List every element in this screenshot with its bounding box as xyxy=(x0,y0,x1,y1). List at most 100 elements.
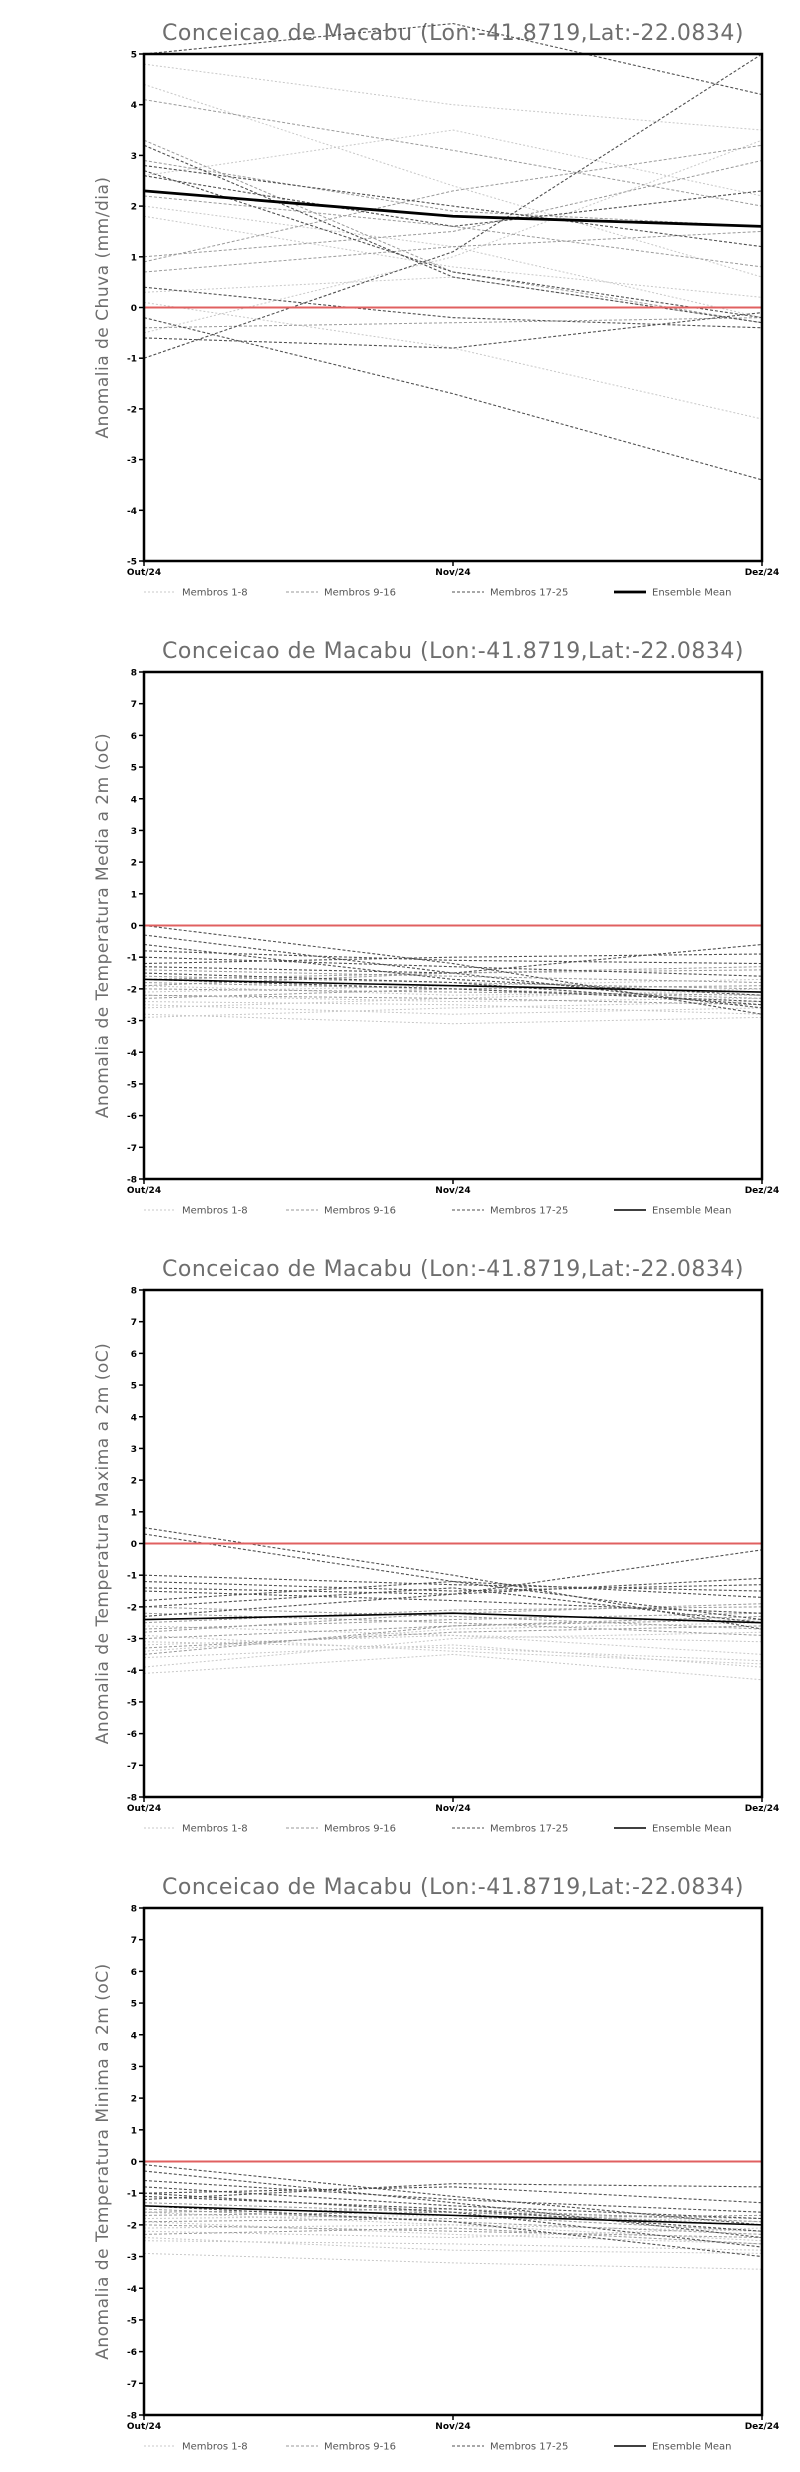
plot-frame xyxy=(142,1906,764,2417)
y-tick-label: 5 xyxy=(131,2000,137,2010)
member-23-line xyxy=(143,943,763,996)
x-tick-label: Out/24 xyxy=(127,2422,161,2432)
member-18-line xyxy=(143,144,763,324)
member-24-line xyxy=(143,2179,763,2213)
ensemble-mean-line xyxy=(143,189,763,228)
member-16-line xyxy=(143,982,763,999)
member-6-line xyxy=(143,1622,763,1652)
x-tick-label: Nov/24 xyxy=(435,1186,470,1196)
y-tick-label: -5 xyxy=(127,2316,137,2326)
y-tick-label: -1 xyxy=(127,355,137,365)
ensemble-mean-line xyxy=(143,2205,763,2226)
member-14-line xyxy=(143,195,763,268)
legend-group2-label: Membros 9-16 xyxy=(324,2442,396,2453)
member-21-line xyxy=(143,2183,763,2201)
member-24-line xyxy=(143,1580,763,1592)
member-10-line xyxy=(143,1612,763,1636)
legend: Membros 1-8 Membros 9-16 Membros 17-25 Ense… xyxy=(144,588,731,599)
legend-group2-label: Membros 9-16 xyxy=(324,1824,396,1835)
y-tick-label: -2 xyxy=(127,2221,137,2231)
y-tick-label: 5 xyxy=(131,764,137,774)
member-15-line xyxy=(143,994,763,1006)
member-5-line xyxy=(143,988,763,1009)
y-tick-label: 2 xyxy=(131,1477,137,1487)
y-tick-label: -3 xyxy=(127,1635,137,1645)
y-tick-label: 4 xyxy=(131,101,137,111)
y-tick-label: 3 xyxy=(131,2063,137,2073)
member-19-line xyxy=(143,956,763,977)
member-20-line xyxy=(143,950,763,965)
chart-title: Conceicao de Macabu (Lon:-41.8719,Lat:-2… xyxy=(162,21,744,46)
y-tick-label: 1 xyxy=(131,253,137,263)
member-14-line xyxy=(143,969,763,980)
plot-frame xyxy=(142,670,764,1181)
legend-group2-label: Membros 9-16 xyxy=(324,588,396,599)
y-tick-label: 1 xyxy=(131,1508,137,1518)
chart-title: Conceicao de Macabu (Lon:-41.8719,Lat:-2… xyxy=(162,639,744,664)
member-15-line xyxy=(143,2227,763,2245)
legend-group3-label: Membros 17-25 xyxy=(490,1206,568,1217)
y-tick-label: 1 xyxy=(131,890,137,900)
member-24-line xyxy=(143,953,763,965)
y-tick-label: 3 xyxy=(131,152,137,162)
member-7-line xyxy=(143,1625,763,1655)
x-tick-label: Nov/24 xyxy=(435,568,470,578)
member-14-line xyxy=(143,1606,763,1630)
member-12-line xyxy=(143,969,763,984)
member-12-line xyxy=(143,2202,763,2226)
y-tick-label: 7 xyxy=(131,1936,137,1946)
member-23-line xyxy=(143,1590,763,1614)
y-tick-label: -3 xyxy=(127,1017,137,1027)
y-tick-label: -3 xyxy=(127,2253,137,2263)
chart-panel-4: Conceicao de Macabu (Lon:-41.8719,Lat:-2… xyxy=(93,1875,779,2453)
y-tick-label: -2 xyxy=(127,1603,137,1613)
y-tick-label: 5 xyxy=(131,1382,137,1392)
member-16-line xyxy=(143,1619,763,1655)
y-tick-label: -8 xyxy=(127,2412,137,2422)
y-tick-label: 7 xyxy=(131,1318,137,1328)
member-21-line xyxy=(143,1549,763,1617)
y-tick-label: -7 xyxy=(127,1762,137,1772)
y-tick-label: -4 xyxy=(127,1049,137,1059)
y-tick-label: -5 xyxy=(127,1080,137,1090)
y-tick-label: 0 xyxy=(131,304,137,314)
member-17-line xyxy=(143,2170,763,2239)
y-tick-label: 5 xyxy=(131,51,137,61)
member-22-line xyxy=(143,317,763,481)
member-4-line xyxy=(143,63,763,131)
y-tick-label: -2 xyxy=(127,405,137,415)
member-2-line xyxy=(143,1004,763,1015)
y-tick-label: 4 xyxy=(131,2031,137,2041)
y-tick-label: -3 xyxy=(127,456,137,466)
y-tick-label: 2 xyxy=(131,203,137,213)
member-10-line xyxy=(143,966,763,987)
member-18-line xyxy=(143,2164,763,2226)
legend-mean-label: Ensemble Mean xyxy=(652,1824,731,1835)
member-8-line xyxy=(143,2240,763,2251)
member-12-line xyxy=(143,159,763,258)
y-axis-label: Anomalia de Temperatura Media a 2m (oC) xyxy=(93,733,113,1118)
y-axis-label: Anomalia de Temperatura Minima a 2m (oC) xyxy=(93,1963,113,2360)
x-tick-label: Dez/24 xyxy=(745,568,780,578)
member-17-line xyxy=(143,53,763,359)
y-tick-label: 3 xyxy=(131,827,137,837)
y-tick-label: -4 xyxy=(127,1667,137,1677)
member-6-line xyxy=(143,2227,763,2239)
member-9-line xyxy=(143,99,763,207)
y-tick-label: -6 xyxy=(127,2348,137,2358)
member-15-line xyxy=(143,317,763,329)
y-tick-label: 6 xyxy=(131,732,137,742)
legend: Membros 1-8 Membros 9-16 Membros 17-25 Ense… xyxy=(144,2442,731,2453)
x-tick-label: Dez/24 xyxy=(745,1804,780,1814)
member-23-line xyxy=(143,2192,763,2248)
y-axis-label: Anomalia de Temperatura Maxima a 2m (oC) xyxy=(93,1343,113,1745)
x-tick-label: Dez/24 xyxy=(745,2422,780,2432)
member-24-line xyxy=(143,23,763,96)
member-13-line xyxy=(143,988,763,996)
member-19-line xyxy=(143,170,763,319)
member-6-line xyxy=(143,1001,763,1018)
y-tick-label: 0 xyxy=(131,2158,137,2168)
legend-mean-label: Ensemble Mean xyxy=(652,588,731,599)
member-18-line xyxy=(143,1533,763,1621)
member-16-line xyxy=(143,144,763,263)
